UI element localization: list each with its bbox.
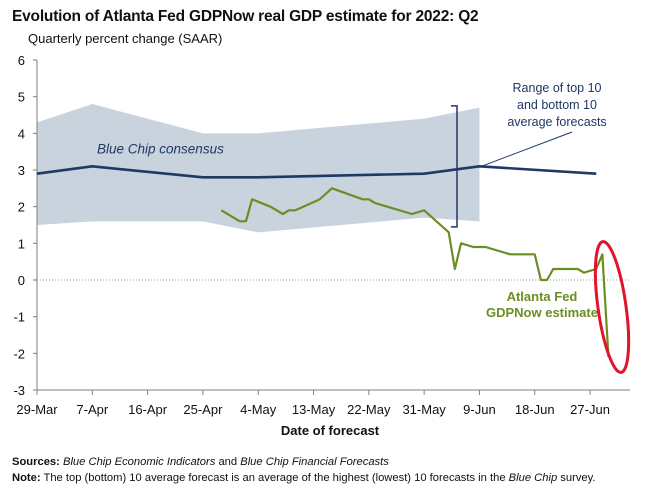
range-annotation: average forecasts bbox=[507, 115, 606, 129]
x-tick-label: 29-Mar bbox=[16, 402, 58, 417]
sources-label: Sources: bbox=[12, 456, 60, 468]
y-tick-label: 4 bbox=[18, 126, 25, 141]
footnotes: Sources: Blue Chip Economic Indicators a… bbox=[12, 454, 596, 486]
y-tick-label: 1 bbox=[18, 236, 25, 251]
y-tick-label: 0 bbox=[18, 273, 25, 288]
note-text: The top (bottom) 10 average forecast is … bbox=[43, 472, 506, 484]
gdpnow-label: GDPNow estimate bbox=[486, 305, 598, 320]
gdpnow-label: Atlanta Fed bbox=[507, 289, 578, 304]
sources-part2: Blue Chip Financial Forecasts bbox=[240, 456, 389, 468]
note-line: Note: The top (bottom) 10 average foreca… bbox=[12, 470, 596, 486]
x-tick-label: 9-Jun bbox=[463, 402, 496, 417]
gdpnow-line bbox=[220, 187, 610, 358]
y-tick-label: 2 bbox=[18, 200, 25, 215]
sources-line: Sources: Blue Chip Economic Indicators a… bbox=[12, 454, 596, 470]
x-tick-label: 22-May bbox=[347, 402, 391, 417]
note-end: survey. bbox=[560, 472, 596, 484]
chart-title: Evolution of Atlanta Fed GDPNow real GDP… bbox=[12, 8, 479, 25]
range-bracket bbox=[451, 105, 458, 228]
y-tick-label: 3 bbox=[18, 163, 25, 178]
y-tick-label: -2 bbox=[13, 346, 25, 361]
chart-subtitle: Quarterly percent change (SAAR) bbox=[28, 31, 223, 46]
x-tick-label: 7-Apr bbox=[76, 402, 108, 417]
note-label: Note: bbox=[12, 472, 41, 484]
x-tick-label: 16-Apr bbox=[128, 402, 168, 417]
x-tick-label: 31-May bbox=[402, 402, 446, 417]
x-axis-label: Date of forecast bbox=[281, 423, 380, 438]
sources-part1: Blue Chip Economic Indicators bbox=[62, 456, 216, 468]
note-italic: Blue Chip bbox=[508, 472, 558, 484]
y-tick-label: -3 bbox=[13, 383, 25, 398]
range-annotation: Range of top 10 bbox=[513, 81, 602, 95]
y-tick-label: -1 bbox=[13, 310, 25, 325]
y-tick-label: 6 bbox=[18, 53, 25, 68]
x-tick-label: 4-May bbox=[240, 402, 277, 417]
range-annotation: and bottom 10 bbox=[517, 98, 597, 112]
sources-and: and bbox=[218, 456, 238, 468]
x-tick-label: 25-Apr bbox=[183, 402, 223, 417]
blue-chip-label: Blue Chip consensus bbox=[97, 142, 224, 157]
x-tick-label: 27-Jun bbox=[570, 402, 610, 417]
range-leader-line bbox=[481, 131, 573, 167]
y-tick-label: 5 bbox=[18, 90, 25, 105]
x-tick-label: 18-Jun bbox=[515, 402, 555, 417]
x-tick-label: 13-May bbox=[292, 402, 336, 417]
highlight-ellipse bbox=[593, 240, 631, 374]
